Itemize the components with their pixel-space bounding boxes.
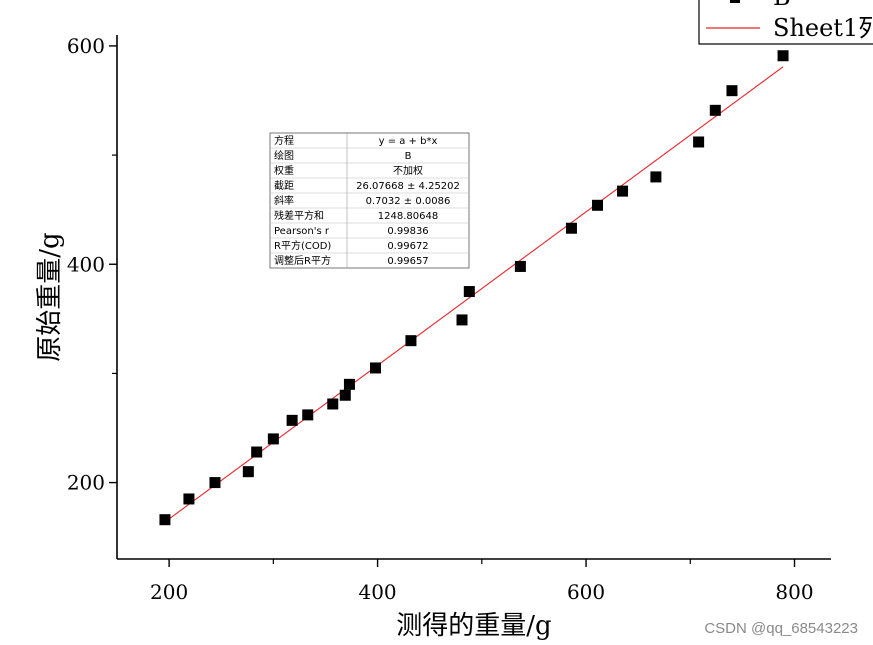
data-point [302,409,314,421]
stats-table-frame [269,132,470,269]
data-point [267,433,279,445]
data-point [405,335,417,347]
data-point [343,378,355,390]
stats-label: 残差平方和 [274,209,324,222]
axes [116,35,831,560]
stats-value: 不加权 [393,164,423,177]
stats-label: 绘图 [274,149,294,162]
data-point [693,136,705,148]
stats-label: 方程 [274,134,294,147]
legend-marker-b [730,0,740,3]
data-point [565,222,577,234]
data-point [183,493,195,505]
y-tick-label: 200 [67,471,105,495]
x-tick-label: 600 [567,580,605,604]
legend-label-b: B [773,0,791,11]
stats-label: R平方(COD) [274,239,331,252]
data-point [159,514,171,526]
stats-label: 截距 [274,179,294,192]
data-point [709,104,721,116]
legend: B Sheet1列 [698,0,873,45]
data-point [286,414,298,426]
data-point [251,446,263,458]
stats-label: Pearson's r [274,226,330,237]
data-point [463,286,475,298]
y-axis-title: 原始重量/g [35,232,65,361]
stats-value: 0.99657 [387,256,428,267]
plot-area [159,50,789,526]
stats-value: 1248.80648 [378,211,438,222]
stats-value: B [405,151,412,162]
stats-value: y = a + b*x [379,136,438,147]
stats-value: 0.7032 ± 0.0086 [366,196,451,207]
x-tick-label: 200 [150,580,188,604]
data-point [592,199,604,211]
y-tick-label: 400 [67,252,105,276]
data-point [514,260,526,272]
watermark: CSDN @qq_68543223 [704,620,858,637]
ticks: 200 400 600 800 200 400 600 [67,34,814,604]
data-point [617,185,629,197]
stats-label: 权重 [274,164,294,177]
data-point [339,389,351,401]
stats-value: 26.07668 ± 4.25202 [356,181,460,192]
legend-box [698,0,873,45]
stats-label: 调整后R平方 [274,254,331,267]
data-point [777,50,789,62]
data-point [209,477,221,489]
data-point [650,171,662,183]
stats-value: 0.99672 [387,241,428,252]
data-point [242,466,254,478]
data-point [726,85,738,97]
x-tick-label: 800 [775,580,813,604]
stats-value: 0.99836 [387,226,428,237]
data-point [456,314,468,326]
x-axis-title: 测得的重量/g [396,611,551,641]
data-point [327,398,339,410]
x-tick-label: 400 [358,580,396,604]
stats-label: 斜率 [274,194,294,207]
data-point [369,362,381,374]
legend-label-sheet1: Sheet1列 [773,14,873,42]
y-tick-label: 600 [67,34,105,58]
